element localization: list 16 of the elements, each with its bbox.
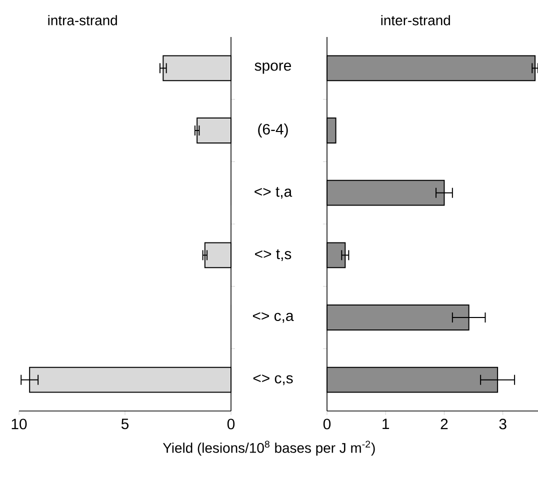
x-tick-label: 1 xyxy=(382,418,390,430)
x-tick-label: 10 xyxy=(12,418,27,430)
chart-title: intra-strand xyxy=(48,15,117,26)
y-tick-label: <> t,a xyxy=(254,187,292,199)
x-tick-label: 0 xyxy=(227,418,235,430)
y-tick-label: <> t,s xyxy=(255,249,292,261)
x-tick-label: 0 xyxy=(323,418,331,430)
y-tick-label: <> c,s xyxy=(253,374,293,386)
y-tick-label: spore xyxy=(254,62,292,74)
chart-title: inter-strand xyxy=(381,15,450,26)
y-tick-label: (6-4) xyxy=(258,124,288,138)
x-axis-title: Yield (lesions/10$^{8}$ bases per J m$^{-2}$) xyxy=(162,440,375,456)
y-tick-label: <> c,a xyxy=(252,312,294,323)
x-tick-label: 2 xyxy=(440,418,448,430)
x-tick-label: 5 xyxy=(121,418,129,430)
x-tick-label: 3 xyxy=(499,418,506,430)
